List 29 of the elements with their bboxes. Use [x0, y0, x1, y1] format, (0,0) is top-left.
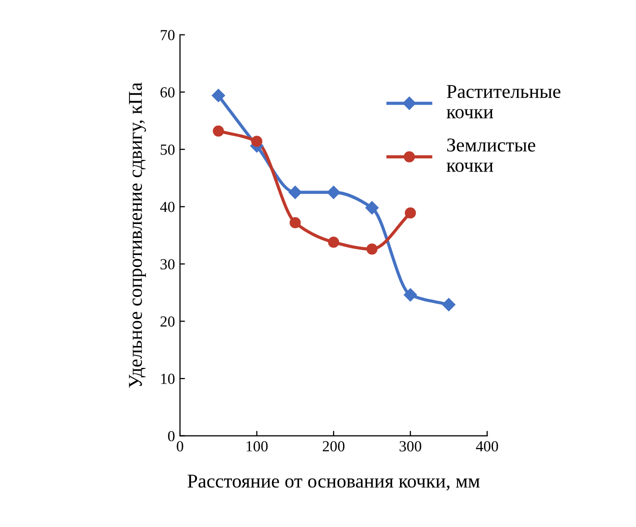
x-axis-title: Расстояние от основания кочки, мм — [188, 474, 480, 490]
y-tick-label: 40 — [160, 202, 175, 212]
x-tick-label: 300 — [400, 441, 422, 452]
point — [288, 186, 302, 199]
y-tick-label: 70 — [160, 30, 175, 40]
point — [404, 288, 417, 302]
point — [290, 217, 301, 228]
point — [366, 244, 378, 255]
x-tick-label: 100 — [246, 441, 268, 452]
point — [251, 136, 262, 147]
y-tick-label: 30 — [160, 259, 175, 270]
legend-label: Растительные кочки — [446, 85, 560, 118]
point — [326, 186, 340, 199]
point — [212, 88, 225, 102]
y-tick-label: 0 — [168, 430, 175, 442]
y-tick-label: 50 — [160, 144, 175, 155]
x-tick-label: 400 — [476, 441, 498, 452]
point — [212, 125, 224, 137]
x-tick-label: 200 — [322, 441, 344, 452]
y-tick-label: 20 — [160, 316, 175, 327]
y-tick-label: 10 — [161, 374, 175, 384]
y-tick-label: 60 — [160, 87, 175, 98]
y-axis-title: Удельное сопротивление сдвигу, кПа — [129, 82, 146, 388]
point — [442, 298, 456, 312]
legend-label: Землистые кочки — [446, 138, 536, 172]
point — [328, 236, 340, 248]
point — [365, 201, 379, 214]
point — [404, 207, 416, 219]
x-tick-label: 0 — [176, 441, 184, 452]
